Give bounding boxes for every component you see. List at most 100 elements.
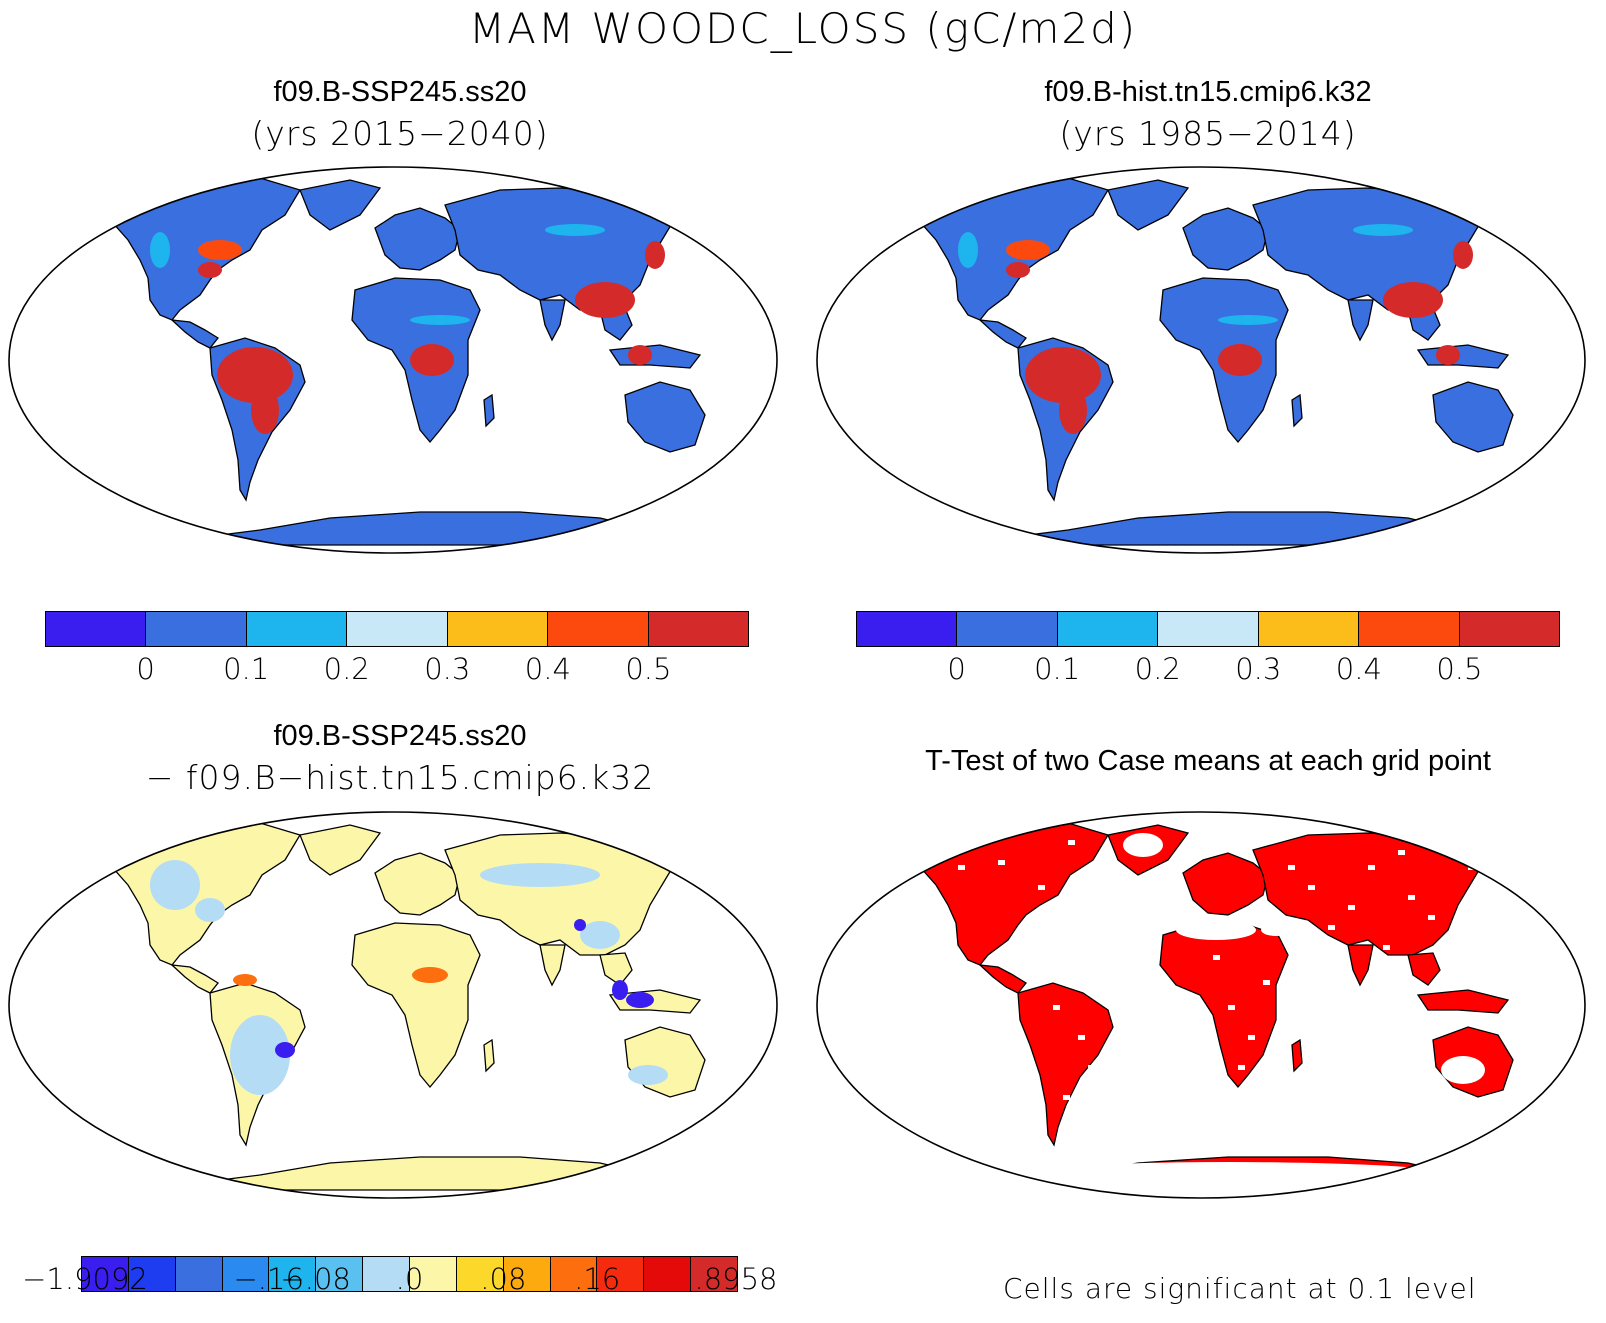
- land-madagascar: [1291, 393, 1303, 428]
- nonsig-cell: [1068, 840, 1075, 845]
- land-india: [539, 299, 566, 342]
- brazil-high-region: [251, 386, 279, 434]
- colorbar-swatch: [1359, 612, 1460, 646]
- map-frame: [816, 166, 1586, 554]
- colorbar-tick-label: −.08: [280, 1262, 351, 1296]
- nonsig-cell: [1228, 1005, 1235, 1010]
- land-seAsia: [599, 952, 633, 986]
- colorbar-swatch: [1158, 612, 1259, 646]
- congo-high-region: [1218, 344, 1262, 376]
- greenland-nonsig-region: [1123, 833, 1163, 857]
- land-india: [1347, 299, 1374, 342]
- west-na-light-region: [150, 232, 170, 268]
- map-case2: [816, 166, 1586, 554]
- se-china-high-region: [1383, 282, 1443, 318]
- china-neg-region: [580, 921, 620, 949]
- nonsig-cell: [1368, 865, 1375, 870]
- land-southAmerica: [1017, 982, 1114, 1147]
- na-neg-region: [150, 860, 200, 910]
- colorbar-swatch: [146, 612, 247, 646]
- land-europe: [1182, 852, 1269, 916]
- amazon-pos-region: [233, 974, 257, 986]
- colorbar-tick-label: 0.5: [1436, 652, 1483, 686]
- colorbar-swatch: [363, 1257, 411, 1291]
- land-india: [1347, 944, 1374, 987]
- panel-case2-subtitle: (yrs 1985−2014): [1059, 114, 1357, 153]
- land-antarctica: [164, 1156, 683, 1191]
- colorbar-diff: [81, 1256, 738, 1292]
- colorbar-tick-label: 0.1: [223, 652, 270, 686]
- colorbar-tick-label: 0.2: [323, 652, 370, 686]
- nonsig-cell: [1023, 925, 1030, 930]
- colorbar-tick-label: −.16: [233, 1262, 304, 1296]
- land-indonesia: [1416, 989, 1510, 1014]
- ttest-significance-note: Cells are significant at 0.1 level: [1003, 1272, 1477, 1305]
- colorbar-swatch: [82, 1257, 129, 1291]
- colorbar-swatch: [128, 1257, 176, 1291]
- map-diff: [8, 811, 778, 1199]
- sa-neg-region: [230, 1015, 290, 1095]
- land-greenland: [299, 824, 382, 876]
- sea-strong-neg-region: [612, 980, 628, 1000]
- colorbar-tick-label: 0: [136, 652, 155, 686]
- sahel-light-region: [1218, 315, 1278, 325]
- land-indonesia: [1416, 344, 1510, 369]
- land-centralAmerica: [170, 964, 219, 994]
- land-australia: [1432, 381, 1514, 453]
- colorbar-tick-label: 0: [947, 652, 966, 686]
- land-centralAmerica: [978, 964, 1027, 994]
- colorbar-case2: [856, 611, 1560, 647]
- land-madagascar: [483, 1038, 495, 1073]
- land-madagascar: [1291, 1038, 1303, 1073]
- west-na-light-region: [958, 232, 978, 268]
- land-centralAmerica: [978, 319, 1027, 349]
- nonsig-cell: [1063, 1095, 1070, 1100]
- amazon-high-region: [217, 347, 293, 403]
- congo-pos-region: [412, 967, 448, 983]
- colorbar-swatch: [691, 1257, 738, 1291]
- nonsig-cell: [1238, 1065, 1245, 1070]
- colorbar-tick-label: 0.4: [1335, 652, 1382, 686]
- colorbar-swatch: [347, 612, 448, 646]
- amazon-high-region: [1025, 347, 1101, 403]
- indonesia-high-region: [1436, 345, 1460, 365]
- congo-high-region: [410, 344, 454, 376]
- land-europe: [374, 207, 461, 271]
- se-us-region: [1006, 262, 1030, 278]
- siberia-light-region: [545, 224, 605, 236]
- land-india: [539, 944, 566, 987]
- nonsig-cell: [958, 865, 965, 870]
- nonsig-cell: [1328, 925, 1335, 930]
- colorbar-tick-label: 0.2: [1134, 652, 1181, 686]
- colorbar-tick-label: 0.4: [524, 652, 571, 686]
- colorbar-swatch: [957, 612, 1058, 646]
- colorbar-swatch: [1057, 612, 1159, 646]
- indonesia-strong-neg-region: [626, 992, 654, 1008]
- colorbar-swatch: [503, 1257, 551, 1291]
- australia-nonsig-region: [1441, 1056, 1485, 1084]
- land-greenland: [1107, 179, 1190, 231]
- east-us-neg-region: [195, 898, 225, 922]
- map-ttest: [816, 811, 1586, 1199]
- australia-neg-region: [628, 1065, 668, 1085]
- colorbar-swatch: [1258, 612, 1360, 646]
- colorbar-swatch: [410, 1257, 457, 1291]
- china-strong-neg-region: [574, 919, 586, 931]
- land-northAmerica: [93, 177, 301, 321]
- land-antarctica: [164, 511, 683, 546]
- colorbar-swatch: [548, 612, 649, 646]
- land-northAmerica: [901, 822, 1109, 966]
- panel-ttest-title: T-Test of two Case means at each grid po…: [925, 745, 1491, 777]
- panel-case2-title: f09.B-hist.tn15.cmip6.k32: [1044, 76, 1372, 108]
- nonsig-cell: [1263, 980, 1270, 985]
- map-frame: [816, 811, 1586, 1199]
- panel-diff-title: f09.B-SSP245.ss20: [273, 720, 527, 752]
- land-madagascar: [483, 393, 495, 428]
- sahara-nonsig-region: [1176, 920, 1256, 940]
- nonsig-cell: [998, 860, 1005, 865]
- map-frame: [8, 811, 778, 1199]
- arabia-nonsig-region: [1261, 924, 1291, 936]
- colorbar-tick-label: −1.9092: [22, 1262, 148, 1296]
- land-africa: [351, 922, 481, 1089]
- map-case1: [8, 166, 778, 554]
